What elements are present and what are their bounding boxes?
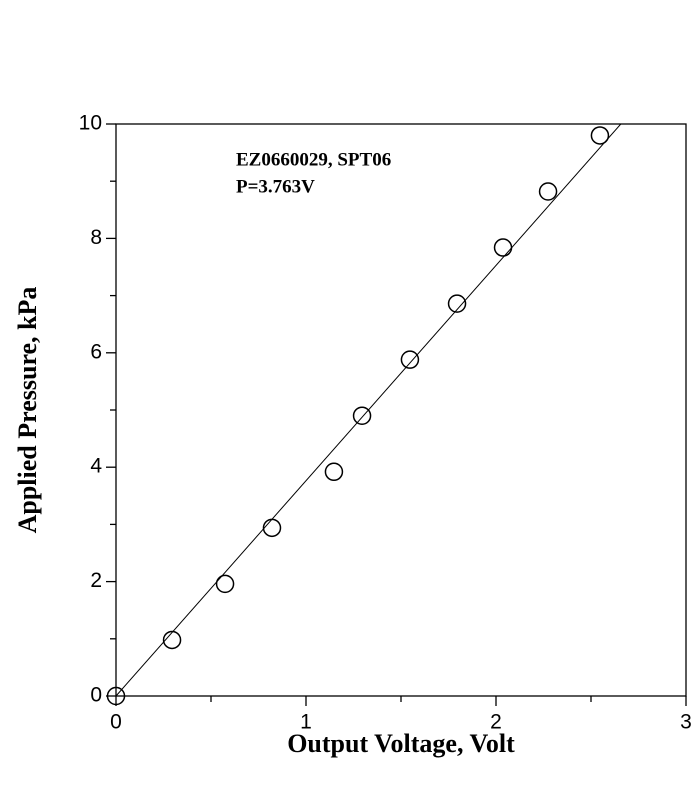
data-point	[262, 518, 282, 538]
y-tick-label: 4	[90, 455, 102, 478]
x-axis-title: Output Voltage, Volt	[287, 729, 515, 758]
y-axis-title: Applied Pressure, kPa	[13, 287, 42, 534]
annotation: P=3.763V	[236, 176, 315, 197]
y-tick-label: 0	[90, 684, 102, 707]
data-point	[590, 126, 610, 145]
x-tick-label: 0	[110, 711, 122, 734]
y-tick-label: 8	[90, 226, 102, 249]
data-point	[400, 350, 420, 369]
x-tick-label: 1	[300, 711, 312, 734]
annotation: EZ0660029, SPT06	[236, 149, 391, 170]
data-point	[324, 462, 344, 482]
y-tick-label: 6	[90, 340, 102, 363]
x-tick-label: 2	[490, 711, 502, 734]
data-point	[215, 574, 235, 594]
data-point	[106, 686, 126, 706]
y-tick-label: 10	[79, 112, 102, 135]
x-tick-label: 3	[680, 711, 692, 734]
data-point	[352, 406, 372, 425]
data-point	[162, 630, 182, 650]
y-tick-label: 2	[90, 569, 102, 592]
data-point	[538, 182, 558, 201]
data-point	[447, 294, 467, 313]
data-point	[493, 238, 513, 257]
plot-frame	[115, 123, 687, 697]
